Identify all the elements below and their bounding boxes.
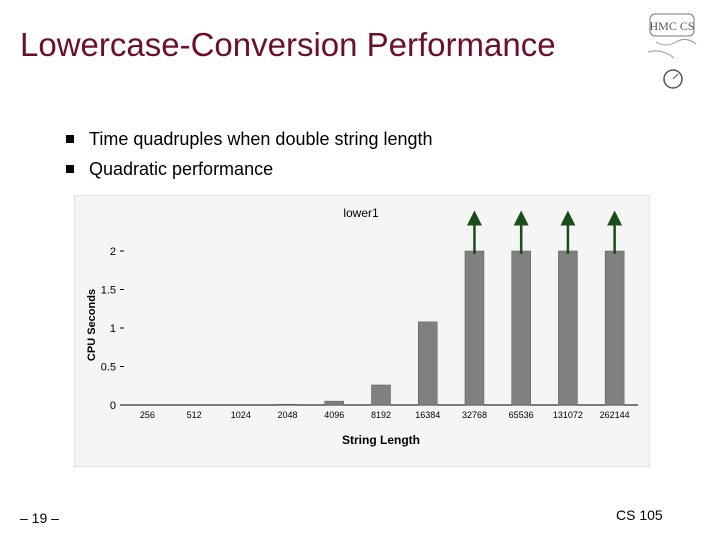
- slide-title: Lowercase-Conversion Performance: [20, 26, 556, 63]
- y-tick-label: 2: [110, 246, 116, 258]
- y-tick-label: 1.5: [101, 285, 116, 297]
- bar: [371, 384, 391, 406]
- chart-panel: lower1 CPU Seconds String Length 0 0.5 1 1.…: [73, 194, 651, 468]
- hmc-cs-logo: HMC CS: [636, 8, 702, 94]
- x-tick-label: 65536: [509, 410, 534, 420]
- square-bullet-icon: [66, 165, 74, 173]
- bullet-item: Time quadruples when double string lengt…: [66, 124, 433, 154]
- x-tick-label: 16384: [415, 410, 440, 420]
- x-tick-label: 2048: [278, 410, 298, 420]
- x-tick-label: 262144: [600, 410, 630, 420]
- chart-title: lower1: [343, 206, 379, 220]
- x-tick-label: 4096: [324, 410, 344, 420]
- bar: [324, 400, 345, 406]
- y-axis-label: CPU Seconds: [86, 289, 98, 361]
- x-tick-label: 256: [140, 410, 155, 420]
- chart-background: [73, 194, 651, 468]
- x-tick-label: 32768: [462, 410, 487, 420]
- bar: [558, 250, 578, 406]
- bar: [277, 403, 298, 406]
- logo-graphic: HMC CS: [647, 13, 697, 89]
- bullet-text: Quadratic performance: [89, 158, 274, 179]
- bar-chart: lower1 CPU Seconds String Length 0 0.5 1 1.…: [73, 194, 651, 468]
- page-number: – 19 –: [20, 510, 59, 526]
- bullet-text: Time quadruples when double string lengt…: [89, 128, 433, 149]
- bar: [464, 250, 485, 406]
- bar: [417, 321, 438, 406]
- bar: [511, 250, 531, 406]
- y-tick-label: 0.5: [101, 362, 116, 374]
- x-tick-label: 131072: [553, 410, 583, 420]
- logo-text: HMC CS: [649, 19, 694, 33]
- bar: [604, 250, 625, 406]
- x-axis-label: String Length: [342, 433, 420, 447]
- course-label: CS 105: [616, 507, 663, 523]
- square-bullet-icon: [66, 135, 74, 143]
- bullet-list: Time quadruples when double string lengt…: [66, 124, 433, 184]
- bullet-item: Quadratic performance: [66, 154, 433, 184]
- y-tick-label: 1: [110, 323, 116, 335]
- x-tick-label: 8192: [371, 410, 391, 420]
- y-tick-label: 0: [110, 400, 116, 412]
- x-tick-label: 1024: [231, 410, 251, 420]
- x-tick-label: 512: [187, 410, 202, 420]
